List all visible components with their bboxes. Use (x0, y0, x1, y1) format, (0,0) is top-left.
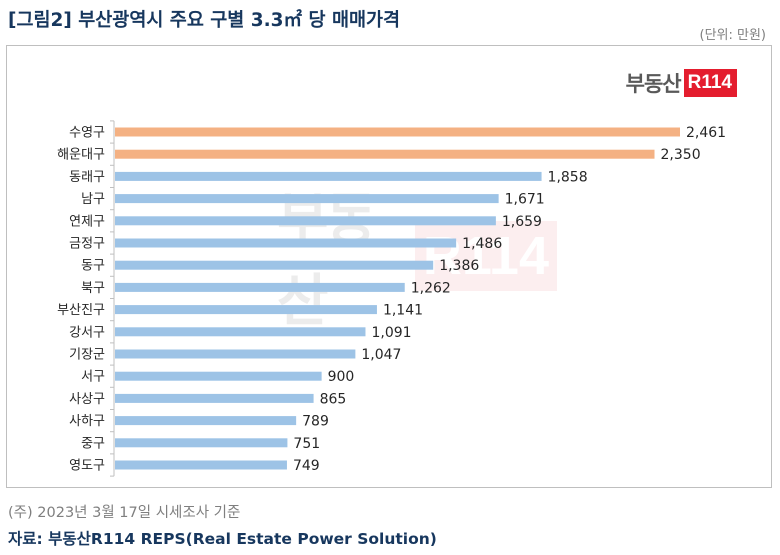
unit-label: (단위: 만원) (699, 28, 767, 43)
category-label: 북구 (81, 281, 105, 296)
value-label: 749 (293, 458, 320, 474)
value-label: 900 (328, 369, 355, 385)
value-label: 2,350 (661, 147, 701, 163)
bar-사상구 (115, 393, 314, 403)
category-label: 사하구 (69, 414, 105, 429)
category-label: 기장군 (69, 348, 105, 363)
bar-기장군 (115, 349, 356, 359)
category-label: 사상구 (69, 392, 105, 407)
category-label: 동구 (81, 259, 105, 274)
bar-chart: 수영구 2,461 해운대구 2,350 동래구 1,858 남구 1,671 연제구 1,659… (57, 120, 726, 477)
value-label: 751 (293, 436, 320, 452)
bar-동래구 (115, 171, 542, 181)
category-label: 동래구 (69, 170, 105, 185)
value-label: 1,858 (548, 169, 588, 185)
value-label: 1,047 (361, 347, 401, 363)
source-line: 자료: 부동산R114 REPS(Real Estate Power Solut… (8, 530, 437, 548)
bar-중구 (115, 438, 288, 448)
category-label: 영도구 (69, 459, 105, 474)
value-label: 1,671 (505, 192, 545, 208)
bar-해운대구 (115, 149, 655, 159)
category-label: 금정구 (69, 237, 105, 252)
bar-서구 (115, 371, 322, 381)
chart-panel: 부동산 R114 부동산 R114 수영구 2,461 해운대구 2,350 동래구 1,… (6, 45, 772, 488)
bar-영도구 (115, 460, 287, 470)
category-label: 강서구 (69, 325, 105, 340)
value-label: 2,461 (686, 125, 726, 141)
category-label: 부산진구 (57, 303, 105, 318)
bar-금정구 (115, 238, 457, 248)
bar-연제구 (115, 216, 496, 226)
value-label: 1,659 (502, 214, 542, 230)
footnote: (주) 2023년 3월 17일 시세조사 기준 (8, 505, 241, 521)
value-label: 1,091 (371, 325, 411, 341)
bar-부산진구 (115, 305, 377, 315)
figure-title: [그림2] 부산광역시 주요 구별 3.3㎡ 당 매매가격 (8, 10, 401, 31)
logo-text: 부동산 (625, 72, 682, 96)
bar-북구 (115, 282, 405, 292)
category-label: 중구 (81, 436, 105, 451)
value-label: 1,486 (462, 236, 502, 252)
category-label: 서구 (81, 370, 105, 385)
category-label: 해운대구 (57, 148, 105, 163)
bar-동구 (115, 260, 434, 270)
value-label: 1,262 (411, 280, 451, 296)
bar-수영구 (115, 127, 680, 137)
bar-사하구 (115, 416, 297, 426)
logo-badge: R114 (683, 69, 737, 97)
bar-강서구 (115, 327, 366, 337)
value-label: 1,141 (383, 303, 423, 319)
value-label: 789 (302, 414, 329, 430)
value-label: 1,386 (439, 258, 479, 274)
value-label: 865 (320, 391, 347, 407)
category-label: 연제구 (69, 214, 105, 229)
bar-남구 (115, 194, 499, 204)
category-label: 수영구 (69, 126, 105, 141)
brand-logo: 부동산 R114 (626, 68, 737, 98)
category-label: 남구 (81, 192, 105, 207)
